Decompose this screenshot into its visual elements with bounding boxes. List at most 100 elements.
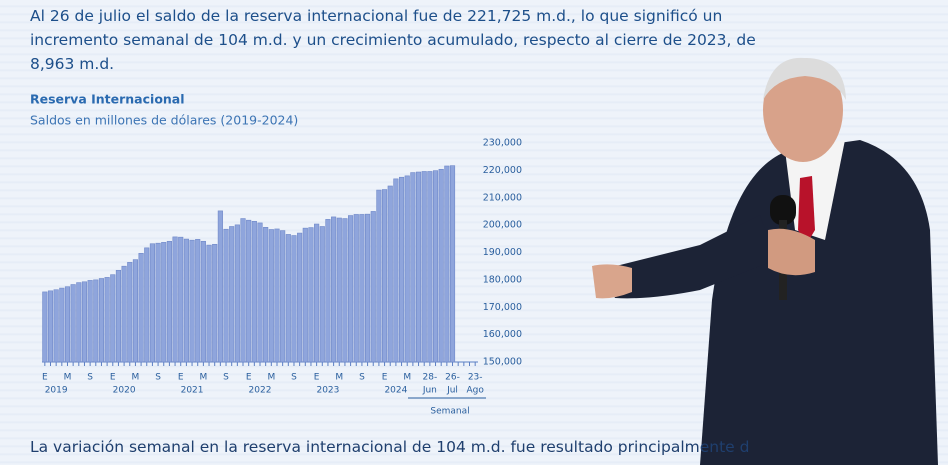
x-sublabel: 2023 [316,386,339,396]
bar [172,236,178,363]
x-tick-label: E [314,373,320,383]
bar [81,281,88,363]
bar [132,259,138,363]
bar [432,170,439,363]
x-tick-label: S [155,373,161,383]
bar [138,253,144,363]
x-tick-label: S [87,373,93,383]
bar [257,222,263,363]
bar [427,171,433,363]
bar [444,165,450,363]
footer-text: La variación semanal en la reserva inter… [30,438,750,456]
bar [144,247,150,363]
bar [183,238,189,363]
bar [206,244,212,363]
bar [200,240,206,363]
bar [449,165,456,363]
bar [302,227,308,363]
bar [76,282,82,363]
bar [415,171,422,363]
bar [336,217,342,363]
bar [127,262,133,363]
hand [592,264,632,299]
bar [223,228,229,363]
x-sublabel: 2021 [181,386,204,396]
x-sublabel: 2019 [45,386,68,396]
y-tick-label: 150,000 [483,357,522,368]
bar [104,277,110,363]
bar [240,218,246,363]
bar [359,214,365,363]
bar [404,175,410,363]
chart-subtitle: Saldos en millones de dólares (2019-2024… [30,113,298,128]
tie [798,176,815,245]
bar [59,287,65,363]
bar [365,213,371,363]
x-tick-label: E [178,373,184,383]
y-tick-label: 170,000 [483,302,522,313]
y-tick-label: 220,000 [483,165,522,176]
x-tick-label: M [64,373,72,383]
bar [353,214,359,363]
bar [314,223,320,363]
bar [64,286,71,363]
x-tick-label: M [132,373,140,383]
microphone [770,195,796,225]
x-tick-label: E [246,373,252,383]
y-tick-label: 200,000 [483,220,522,231]
bar [70,284,76,363]
x-tick-label: 26- [445,373,460,383]
bar [212,243,218,363]
x-tick-label: E [110,373,116,383]
bar [189,239,195,363]
bar [319,226,325,363]
y-tick-label: 190,000 [483,247,522,258]
bar [263,227,269,363]
bar [166,240,172,363]
bar [155,242,161,363]
chart-title: Reserva Internacional [30,92,185,107]
bar [274,228,280,363]
bar [348,215,354,363]
y-tick-label: 160,000 [483,329,522,340]
bar [149,243,155,363]
header-text: Al 26 de julio el saldo de la reserva in… [30,7,756,73]
arm [600,215,775,299]
x-tick-label: S [291,373,297,383]
y-tick-label: 230,000 [483,138,522,149]
x-tick-label: E [382,373,388,383]
bar [53,289,59,363]
bar [308,227,314,363]
bar [285,234,291,363]
x-sublabel: 2020 [113,386,136,396]
bar [376,189,382,363]
bar [297,232,303,363]
x-tick-label: M [403,373,411,383]
x-tick-label: M [335,373,343,383]
bar [268,229,274,363]
bar [161,242,167,363]
bar [195,239,201,363]
x-tick-label: 23- [468,373,483,383]
bar [421,171,427,363]
y-tick-label: 210,000 [483,192,522,203]
bar [382,189,388,363]
bar [47,290,54,363]
bar [280,230,286,363]
bar [331,216,337,363]
x-tick-label: S [359,373,365,383]
bar [110,274,116,363]
bar [410,172,416,363]
bar [229,226,235,363]
bar [387,185,393,363]
x-tick-label: 28- [423,373,438,383]
hair [763,57,846,100]
bar [98,278,105,363]
bar [115,269,122,363]
x-sublabel: 2024 [384,386,407,396]
bar [217,210,223,363]
x-sublabel: Ago [466,386,484,396]
